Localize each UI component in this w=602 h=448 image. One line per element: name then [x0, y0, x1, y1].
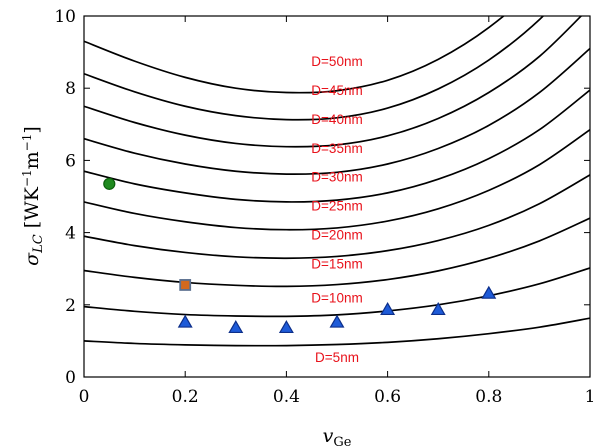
x-tick-label-2: 0.4 — [273, 387, 300, 407]
triangle-marker-4 — [380, 302, 396, 316]
y-tick-label-2: 4 — [65, 224, 76, 244]
series-label-d-15nm: D=15nm — [311, 256, 362, 271]
x-tick-label-3: 0.6 — [374, 387, 401, 407]
series-line-d-45nm — [84, 16, 545, 121]
triangle-marker-3 — [329, 314, 345, 328]
x-tick-label-0: 0 — [79, 387, 90, 407]
series-label-d-30nm: D=30nm — [311, 170, 362, 185]
square-marker-0 — [179, 279, 192, 291]
series-line-d-50nm — [84, 16, 505, 94]
series-label-d-20nm: D=20nm — [311, 227, 362, 242]
plot-frame — [83, 15, 591, 378]
series-line-d-35nm — [84, 47, 590, 176]
y-tick-label-0: 0 — [65, 368, 76, 388]
series-line-d-20nm — [84, 174, 590, 260]
y-tick-label-1: 2 — [65, 296, 76, 316]
circle-marker-0 — [103, 177, 116, 190]
markers-layer — [103, 177, 497, 334]
series-line-d-15nm — [84, 217, 590, 288]
triangle-marker-5 — [430, 302, 446, 316]
series-label-d-35nm: D=35nm — [311, 141, 362, 156]
triangle-marker-1 — [228, 320, 244, 334]
curve-labels-layer: D=5nm D=10nm D=15nm D=20nm D=25nm D=30nm D=35n… — [311, 54, 362, 365]
series-line-d-25nm — [84, 129, 590, 231]
series-line-d-40nm — [84, 16, 583, 148]
curves-layer — [84, 16, 590, 347]
series-label-d-40nm: D=40nm — [311, 112, 362, 127]
series-label-d-5nm: D=5nm — [315, 350, 359, 365]
series-label-d-25nm: D=25nm — [311, 199, 362, 214]
x-tick-label-1: 0.2 — [172, 387, 199, 407]
y-axis-title: σLC [WK−1m−1] — [20, 126, 46, 266]
y-tick-label-4: 8 — [65, 79, 76, 99]
series-line-d-5nm — [84, 317, 590, 347]
series-label-d-50nm: D=50nm — [311, 54, 362, 69]
x-tick-label-4: 0.8 — [475, 387, 502, 407]
series-line-d-30nm — [84, 89, 590, 203]
triangle-marker-6 — [481, 285, 497, 299]
series-label-d-10nm: D=10nm — [311, 291, 362, 306]
y-tick-label-3: 6 — [65, 151, 76, 171]
triangle-marker-2 — [278, 320, 294, 334]
series-label-d-45nm: D=45nm — [311, 83, 362, 98]
triangle-marker-0 — [177, 314, 193, 328]
y-tick-label-5: 10 — [54, 7, 76, 27]
x-tick-label-5: 1 — [585, 387, 596, 407]
x-axis-title: vGe — [323, 425, 352, 448]
